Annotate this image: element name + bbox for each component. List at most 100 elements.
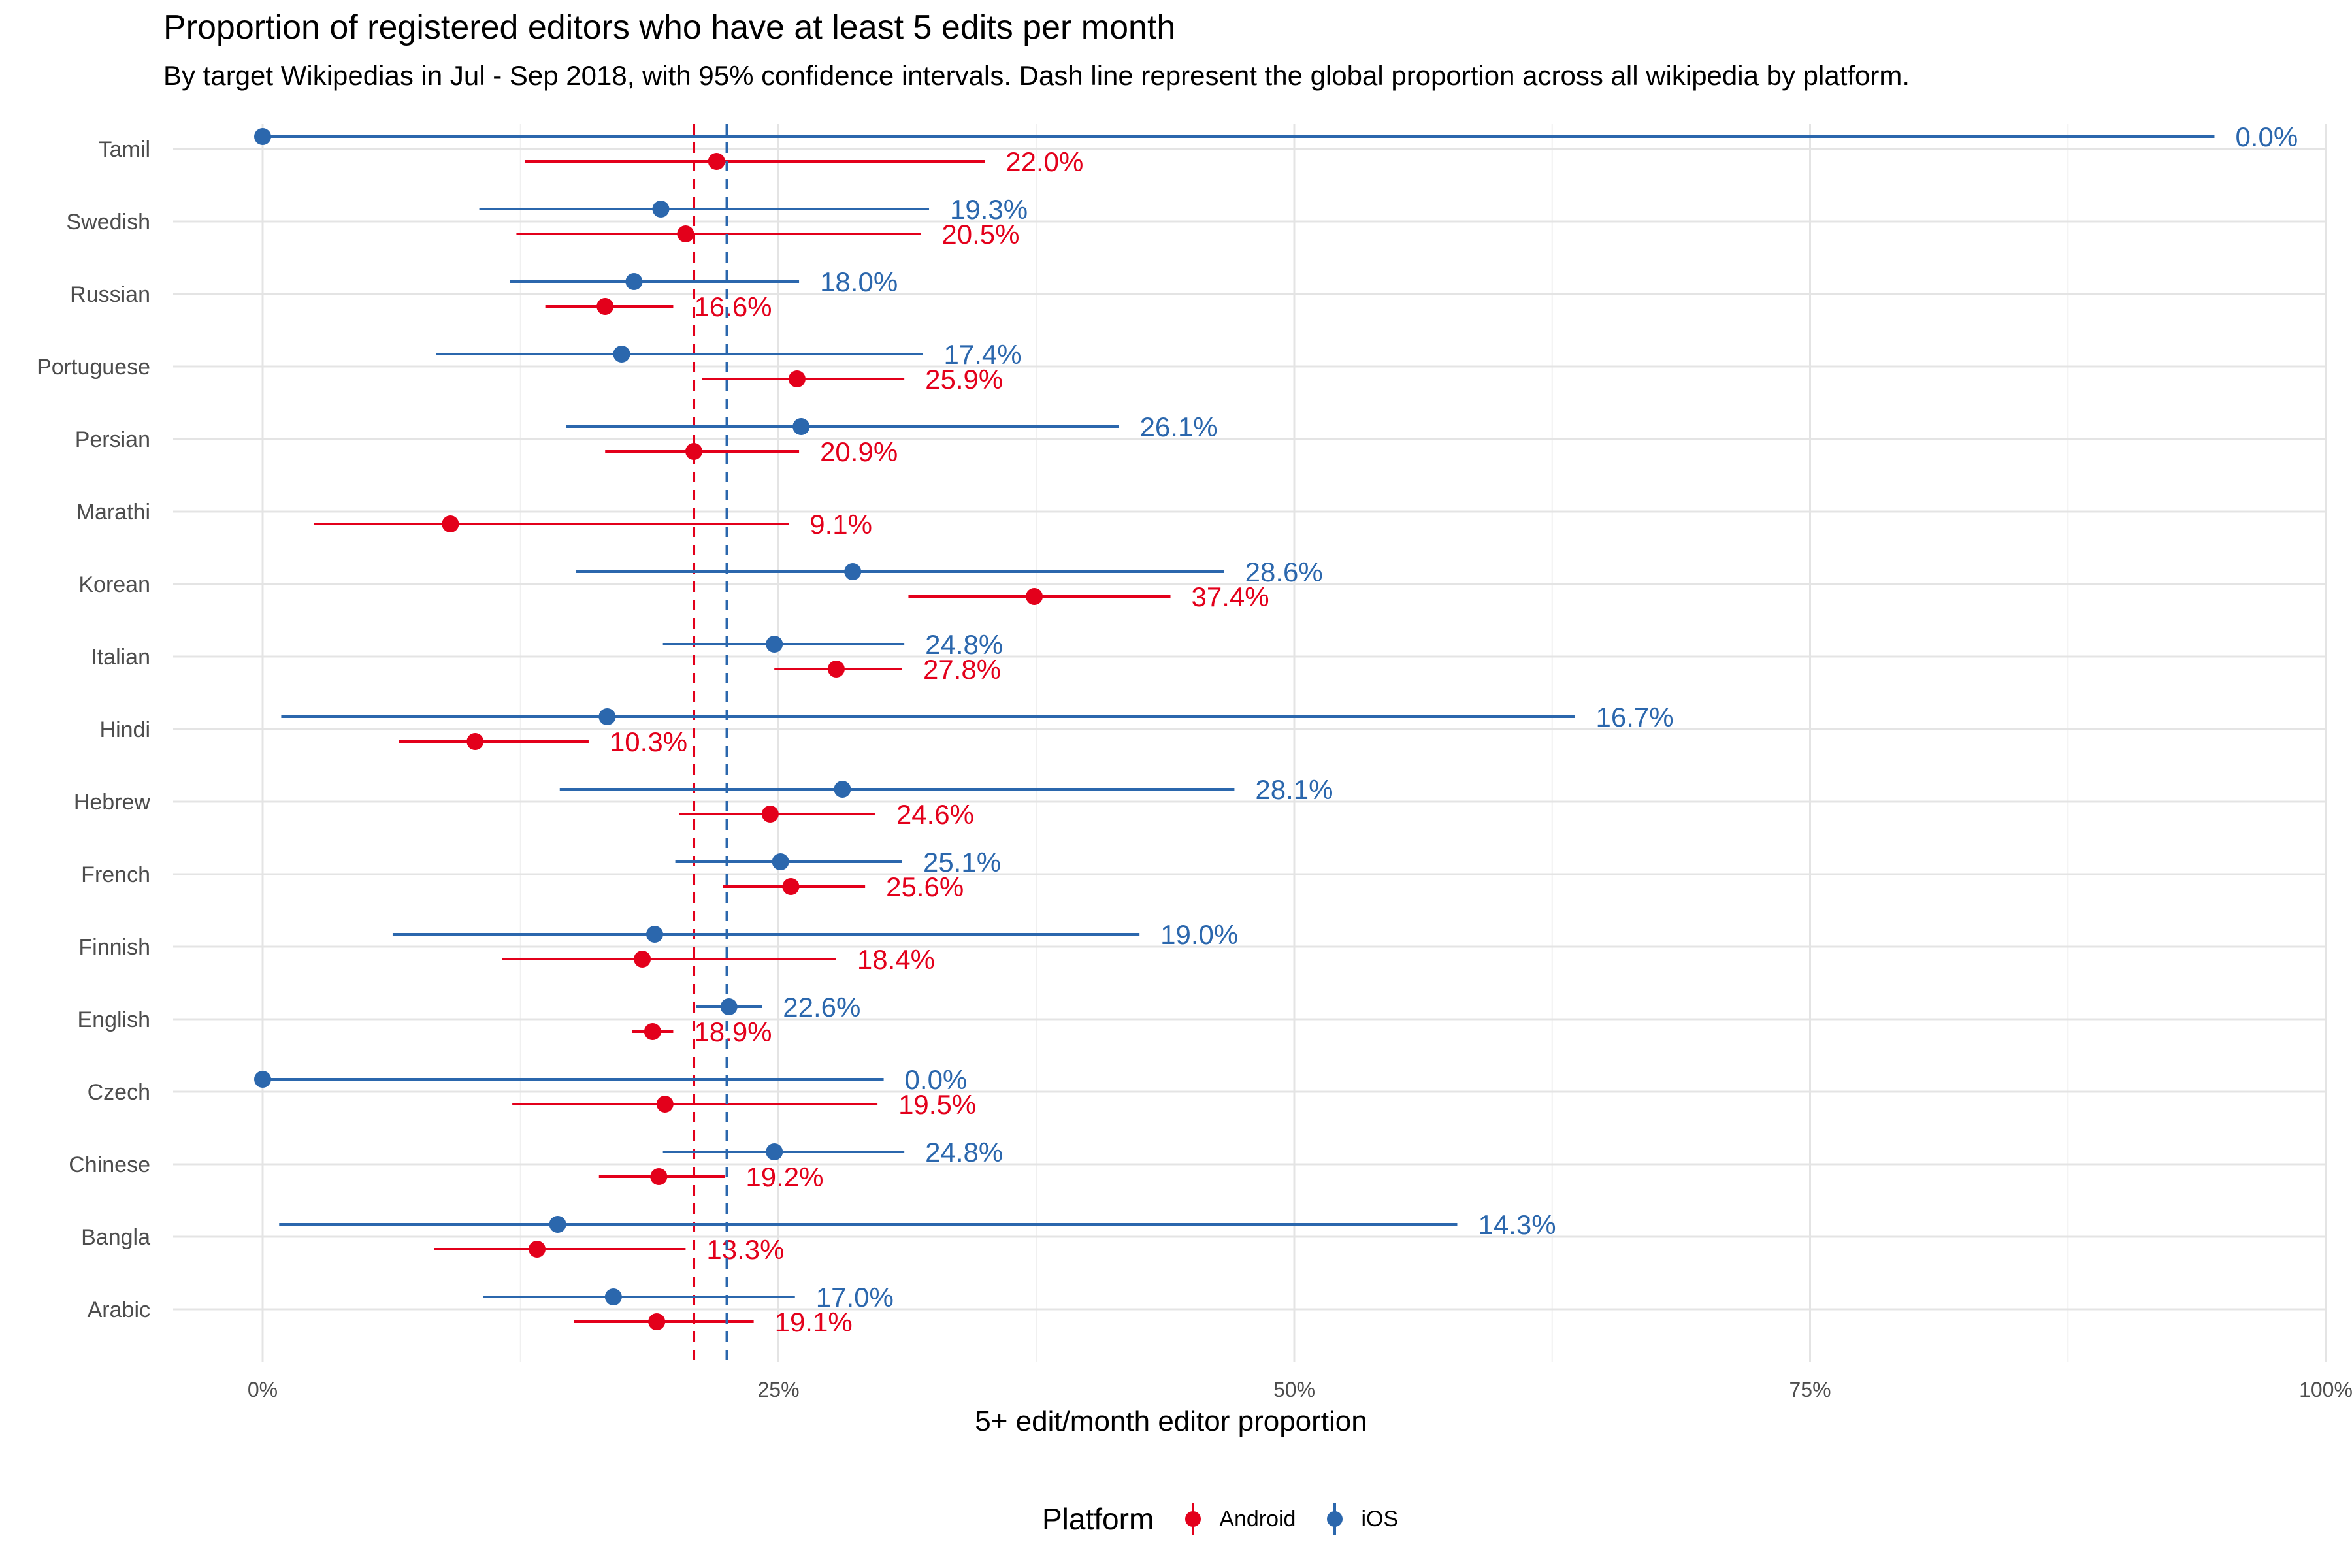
- data-label-android: 18.9%: [694, 1017, 772, 1047]
- data-label-android: 20.9%: [820, 436, 898, 467]
- legend-item-android: Android: [1180, 1499, 1296, 1539]
- y-tick-label: Bangla: [81, 1225, 150, 1250]
- y-tick-label: French: [81, 862, 150, 887]
- y-tick-label: Italian: [91, 645, 150, 670]
- point-ios: [772, 853, 789, 870]
- point-android: [466, 733, 484, 750]
- point-android: [1026, 588, 1043, 605]
- data-label-android: 25.9%: [925, 364, 1003, 395]
- point-android: [761, 806, 779, 823]
- data-label-android: 19.1%: [775, 1307, 853, 1337]
- data-label-android: 27.8%: [923, 654, 1001, 685]
- data-label-ios: 14.3%: [1478, 1209, 1556, 1240]
- x-tick-label: 25%: [757, 1378, 799, 1401]
- point-android: [529, 1241, 546, 1258]
- point-ios: [834, 781, 851, 798]
- data-label-ios: 28.6%: [1245, 557, 1323, 587]
- point-ios: [598, 708, 616, 725]
- y-tick-label: Korean: [78, 572, 150, 597]
- data-label-ios: 19.3%: [950, 194, 1028, 225]
- point-ios: [549, 1216, 566, 1233]
- point-ios: [792, 418, 810, 435]
- data-label-ios: 19.0%: [1160, 919, 1238, 950]
- x-tick-label: 100%: [2299, 1378, 2352, 1401]
- y-tick-label: Swedish: [66, 210, 150, 235]
- y-tick-label: Hindi: [100, 717, 150, 742]
- point-ios: [604, 1288, 622, 1305]
- data-label-ios: 17.0%: [816, 1282, 894, 1313]
- data-label-android: 37.4%: [1192, 581, 1269, 612]
- data-label-ios: 26.1%: [1140, 412, 1218, 442]
- point-ios: [844, 563, 862, 580]
- point-android: [685, 443, 703, 460]
- data-label-android: 19.2%: [745, 1162, 823, 1192]
- legend-label-ios: iOS: [1361, 1506, 1399, 1531]
- point-ios: [625, 273, 643, 290]
- y-tick-label: Chinese: [69, 1152, 150, 1177]
- y-tick-label: English: [77, 1007, 150, 1032]
- data-label-android: 20.5%: [941, 219, 1019, 250]
- data-label-android: 10.3%: [610, 727, 687, 757]
- data-label-android: 25.6%: [886, 872, 964, 902]
- data-label-android: 13.3%: [706, 1234, 784, 1265]
- x-tick-label: 0%: [248, 1378, 278, 1401]
- point-android: [596, 298, 614, 315]
- legend-title: Platform: [1042, 1502, 1154, 1536]
- point-android: [827, 661, 845, 678]
- point-ios: [613, 346, 630, 363]
- data-label-android: 22.0%: [1005, 146, 1083, 177]
- legend-key-android: [1185, 1503, 1201, 1535]
- data-label-android: 24.6%: [896, 799, 974, 830]
- y-tick-label: Czech: [88, 1080, 150, 1105]
- y-tick-label: Finnish: [78, 935, 150, 960]
- legend-key-ios: [1327, 1503, 1343, 1535]
- x-tick-label: 75%: [1789, 1378, 1831, 1401]
- data-label-ios: 25.1%: [923, 847, 1001, 877]
- data-label-android: 9.1%: [809, 509, 872, 540]
- y-tick-label: Tamil: [99, 137, 150, 162]
- legend-label-android: Android: [1219, 1506, 1296, 1531]
- x-axis-title: 5+ edit/month editor proportion: [975, 1405, 1367, 1437]
- point-ios: [720, 998, 738, 1015]
- point-ios: [254, 1071, 271, 1088]
- point-android: [442, 515, 459, 532]
- data-label-ios: 24.8%: [925, 1137, 1003, 1168]
- legend: Platform Android iOS: [1042, 1496, 1424, 1542]
- point-android: [634, 951, 651, 968]
- point-android: [656, 1096, 674, 1113]
- y-tick-label: Hebrew: [74, 790, 151, 815]
- point-android: [644, 1023, 661, 1040]
- x-tick-label: 50%: [1273, 1378, 1315, 1401]
- data-label-ios: 22.6%: [783, 992, 860, 1022]
- y-tick-label: Russian: [70, 282, 150, 307]
- data-label-android: 19.5%: [898, 1089, 976, 1120]
- y-tick-label: Marathi: [76, 500, 150, 525]
- point-android: [677, 225, 694, 242]
- data-label-ios: 18.0%: [820, 267, 898, 297]
- data-label-ios: 16.7%: [1595, 702, 1673, 732]
- legend-item-ios: iOS: [1322, 1499, 1398, 1539]
- chart-title: Proportion of registered editors who hav…: [163, 8, 1176, 46]
- point-android: [788, 370, 806, 387]
- point-android: [648, 1313, 666, 1330]
- point-ios: [646, 926, 664, 943]
- y-tick-label: Portuguese: [37, 355, 150, 380]
- data-label-ios: 0.0%: [2235, 122, 2298, 152]
- point-ios: [766, 1143, 783, 1160]
- point-android: [708, 153, 725, 170]
- data-label-ios: 0.0%: [905, 1064, 968, 1095]
- data-label-android: 18.4%: [857, 944, 935, 975]
- data-label-ios: 17.4%: [944, 339, 1022, 370]
- data-label-android: 16.6%: [694, 291, 772, 322]
- y-tick-label: Arabic: [88, 1298, 150, 1322]
- point-android: [782, 878, 800, 895]
- y-tick-label: Persian: [75, 427, 150, 452]
- point-android: [650, 1168, 668, 1185]
- point-ios: [766, 636, 783, 653]
- point-ios: [652, 201, 670, 218]
- data-label-ios: 28.1%: [1255, 774, 1333, 805]
- chart-subtitle: By target Wikipedias in Jul - Sep 2018, …: [163, 60, 1910, 91]
- data-label-ios: 24.8%: [925, 629, 1003, 660]
- point-ios: [254, 128, 271, 145]
